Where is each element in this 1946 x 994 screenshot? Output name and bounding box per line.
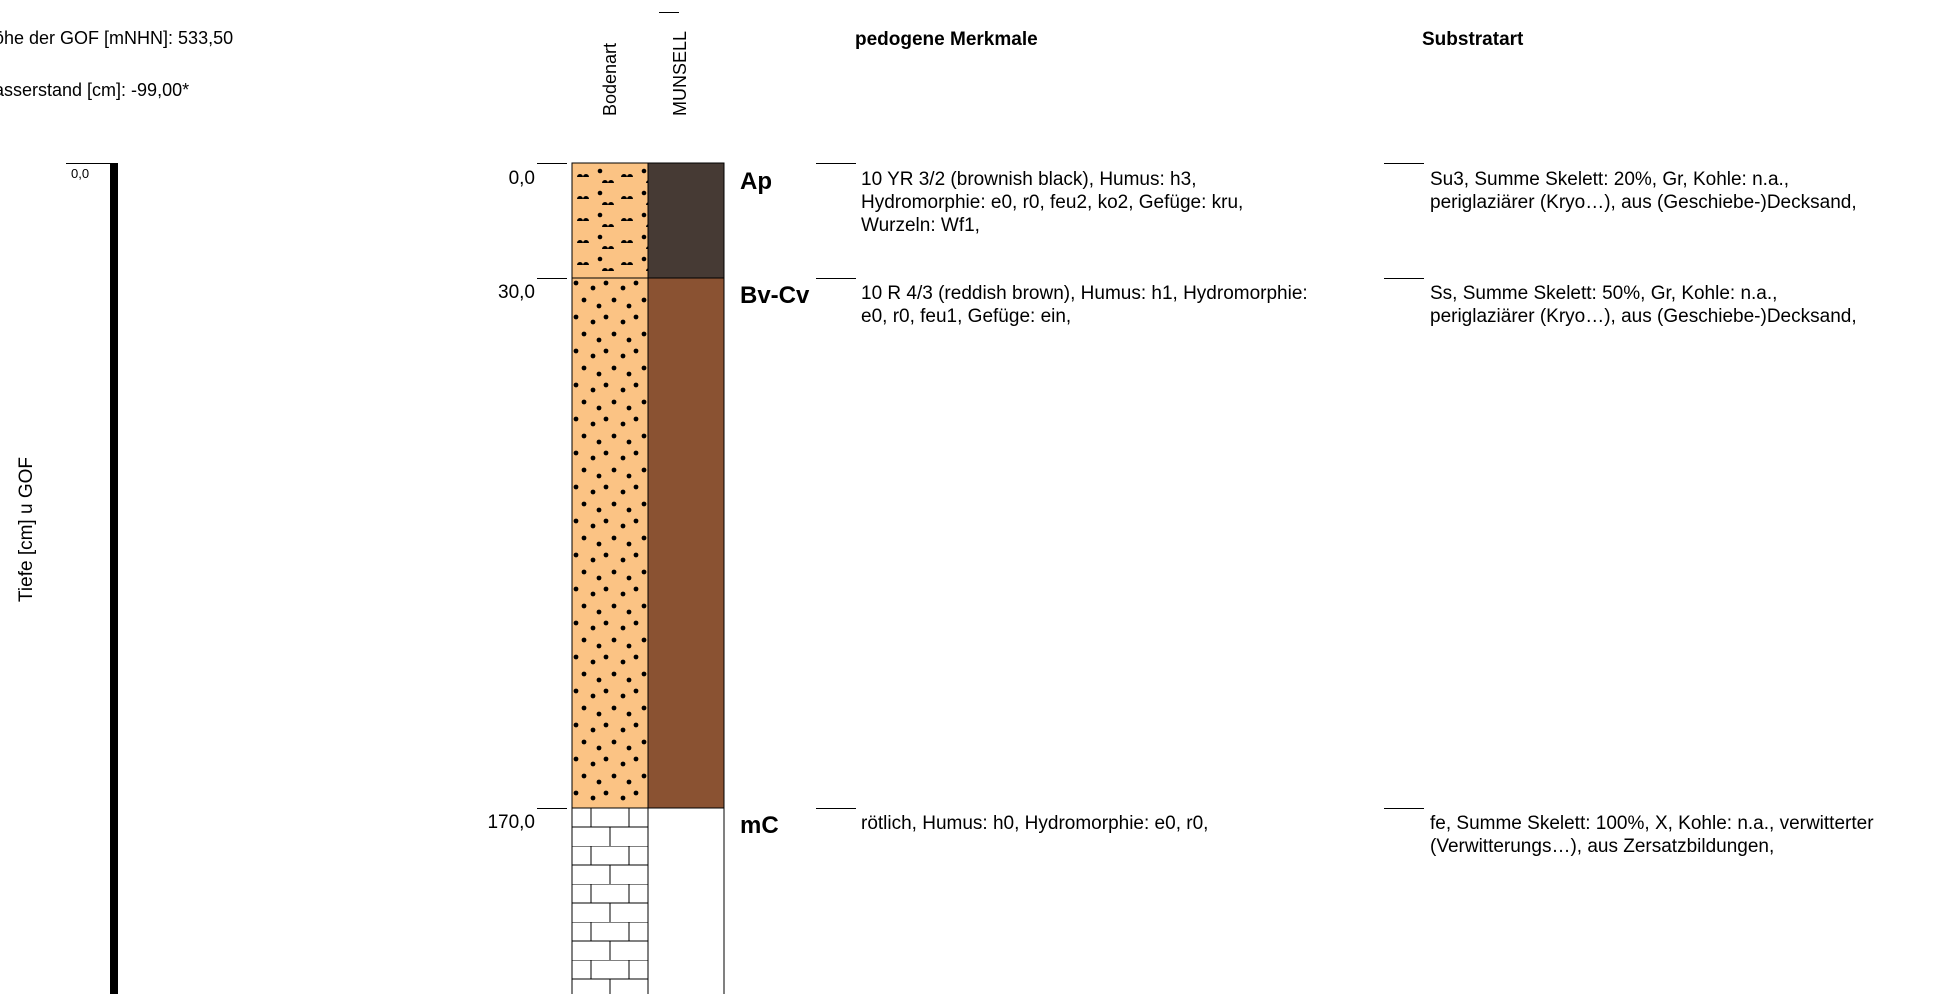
munsell-swatch-ap	[647, 162, 725, 279]
depth-axis-start: 0,0	[71, 166, 90, 181]
depth-tick-ap	[537, 163, 567, 164]
pedogenic-text-ap: 10 YR 3/2 (brownish black), Humus: h3, H…	[861, 169, 1244, 236]
substrate-text-mc: fe, Summe Skelett: 100%, X, Kohle: n.a.,…	[1430, 813, 1874, 857]
substrate-text-ap: Su3, Summe Skelett: 20%, Gr, Kohle: n.a.…	[1430, 169, 1857, 213]
munsell-swatch-bv-cv	[647, 277, 725, 809]
column-header-pedogenic: pedogene Merkmale	[855, 29, 1038, 50]
depth-tick-bv-cv	[537, 278, 567, 279]
horizon-label-mc: mC	[740, 812, 779, 839]
horizon-label-bv-cv: Bv-Cv	[740, 282, 810, 309]
soil-type-ap	[571, 162, 649, 279]
soil-type-bv-cv	[571, 277, 649, 809]
depth-tick-mc	[537, 808, 567, 809]
substrate-tick-mc	[1384, 808, 1424, 809]
soil-type-mc	[571, 807, 649, 994]
munsell-swatch-mc	[647, 807, 725, 994]
horizon-label-ap: Ap	[740, 168, 772, 195]
pedogenic-text-bv-cv: 10 R 4/3 (reddish brown), Humus: h1, Hyd…	[861, 283, 1308, 327]
pedogenic-tick-ap	[816, 163, 856, 164]
depth-label-mc: 170,0	[487, 812, 535, 833]
column-header-substrate: Substratart	[1422, 29, 1524, 50]
substrate-tick-ap	[1384, 163, 1424, 164]
depth-axis-bar	[110, 163, 118, 994]
pedogenic-tick-mc	[816, 808, 856, 809]
substrate-tick-bv-cv	[1384, 278, 1424, 279]
munsell-header-tick	[659, 12, 679, 13]
pedogenic-text-mc: rötlich, Humus: h0, Hydromorphie: e0, r0…	[861, 813, 1209, 834]
gof-height-text: öhe der GOF [mNHN]: 533,50	[0, 28, 234, 48]
depth-axis-top-tick	[66, 163, 110, 164]
depth-label-bv-cv: 30,0	[498, 282, 535, 303]
depth-label-ap: 0,0	[508, 168, 535, 189]
water-level-text: asserstand [cm]: -99,00*	[0, 80, 190, 100]
substrate-text-bv-cv: Ss, Summe Skelett: 50%, Gr, Kohle: n.a.,…	[1430, 283, 1857, 327]
pedogenic-tick-bv-cv	[816, 278, 856, 279]
